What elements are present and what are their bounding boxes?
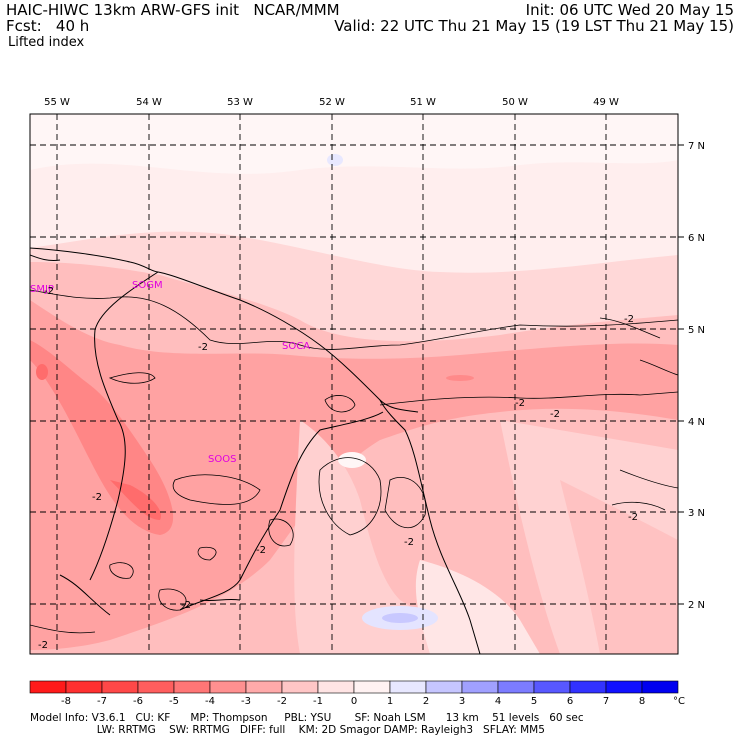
- colorbar-tick-label: -5: [169, 696, 179, 707]
- colorbar-tick-label: 8: [639, 696, 645, 707]
- colorbar-tick-label: 7: [603, 696, 609, 707]
- field-name: Lifted index: [8, 35, 85, 50]
- colorbar-swatch: [29, 680, 67, 694]
- colorbar-swatch: [101, 680, 139, 694]
- station-soca: SOCA: [282, 341, 310, 352]
- colorbar-tick-label: -8: [61, 696, 71, 707]
- lat-label-5n: 5 N: [688, 325, 705, 336]
- colorbar-swatch: [425, 680, 463, 694]
- colorbar-swatch: [353, 680, 391, 694]
- contour-label: -2: [38, 640, 48, 651]
- colorbar-tick-label: -2: [277, 696, 287, 707]
- colorbar-tick-label: 0: [351, 696, 357, 707]
- contour-lines: [30, 289, 678, 634]
- station-smjp: SMJP: [30, 284, 54, 295]
- colorbar-swatch: [317, 680, 355, 694]
- lon-label-50w: 50 W: [502, 97, 528, 108]
- colorbar-swatch: [281, 680, 319, 694]
- colorbar-swatch: [605, 680, 643, 694]
- colorbar-tick-label: 2: [423, 696, 429, 707]
- contour-label: -2: [198, 342, 208, 353]
- colorbar-tick-label: 4: [495, 696, 501, 707]
- colorbar-tick-label: -1: [313, 696, 323, 707]
- colorbar: -8 -7 -6 -5 -4 -3 -2 -1 0 1 2 3 4 5 6 7 8: [29, 680, 679, 707]
- colorbar-swatch: [533, 680, 571, 694]
- colorbar-tick-label: -3: [241, 696, 251, 707]
- colorbar-tick-label: -7: [97, 696, 107, 707]
- lat-lon-grid: [30, 114, 678, 654]
- lon-label-55w: 55 W: [44, 97, 70, 108]
- contour-label: -2: [256, 545, 266, 556]
- header-title: HAIC-HIWC 13km ARW-GFS init NCAR/MMM: [6, 1, 340, 19]
- header-init-time: Init: 06 UTC Wed 20 May 15: [525, 1, 734, 19]
- header-forecast-hour: Fcst: 40 h: [6, 17, 90, 35]
- colorbar-swatch: [461, 680, 499, 694]
- model-info-line2: LW: RRTMG SW: RRTMG DIFF: full KM: 2D Sm…: [30, 724, 545, 736]
- contour-label: -2: [404, 537, 414, 548]
- colorbar-swatch: [569, 680, 607, 694]
- colorbar-swatch: [209, 680, 247, 694]
- contour-label: -2: [44, 286, 54, 297]
- model-info-line1: Model Info: V3.6.1 CU: KF MP: Thompson P…: [30, 712, 584, 724]
- colorbar-swatch: [641, 680, 679, 694]
- lon-label-49w: 49 W: [593, 97, 619, 108]
- colorbar-tick-label: 1: [387, 696, 393, 707]
- colorbar-swatch: [497, 680, 535, 694]
- lon-label-54w: 54 W: [136, 97, 162, 108]
- contour-label: -2: [624, 314, 634, 325]
- contour-label: -2: [515, 398, 525, 409]
- lat-ticks: [678, 144, 684, 605]
- colorbar-swatch: [65, 680, 103, 694]
- contour-label: -2: [628, 512, 638, 523]
- colorbar-swatch: [245, 680, 283, 694]
- station-soos: SOOS: [208, 454, 236, 465]
- plot-frame: [29, 113, 679, 655]
- colorbar-unit: °C: [673, 696, 685, 707]
- header-valid-time: Valid: 22 UTC Thu 21 May 15 (19 LST Thu …: [334, 17, 734, 35]
- colorbar-swatch: [137, 680, 175, 694]
- contour-label: -2: [181, 600, 191, 611]
- lat-label-3n: 3 N: [688, 508, 705, 519]
- colorbar-tick-label: -6: [133, 696, 143, 707]
- lon-label-52w: 52 W: [319, 97, 345, 108]
- lat-label-2n: 2 N: [688, 600, 705, 611]
- lon-label-51w: 51 W: [410, 97, 436, 108]
- lon-label-53w: 53 W: [227, 97, 253, 108]
- colorbar-tick-label: 5: [531, 696, 537, 707]
- colorbar-tick-label: 6: [567, 696, 573, 707]
- lat-label-6n: 6 N: [688, 233, 705, 244]
- contour-label: -2: [92, 492, 102, 503]
- colorbar-swatch: [389, 680, 427, 694]
- colorbar-tick-label: 3: [459, 696, 465, 707]
- shaded-field: [30, 114, 678, 654]
- contour-label: -2: [550, 409, 560, 420]
- lat-label-4n: 4 N: [688, 417, 705, 428]
- colorbar-swatch: [173, 680, 211, 694]
- colorbar-tick-label: -4: [205, 696, 215, 707]
- station-sogm: SOGM: [132, 280, 163, 291]
- lat-label-7n: 7 N: [688, 141, 705, 152]
